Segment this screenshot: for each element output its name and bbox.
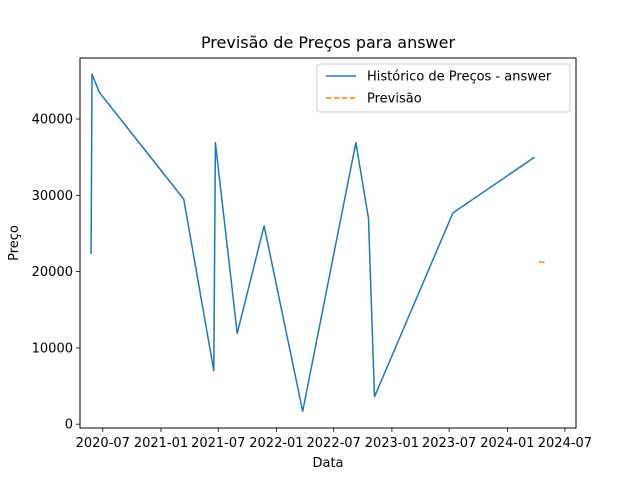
y-tick-label: 0 [65,418,73,433]
x-tick-label: 2023-01 [365,436,419,451]
plot-frame [79,57,577,429]
legend-label: Histórico de Preços - answer [367,70,552,85]
x-tick-label: 2022-01 [249,436,303,451]
x-tick-label: 2021-07 [191,436,245,451]
y-tick-label: 30000 [32,189,73,204]
x-tick-label: 2024-01 [480,436,534,451]
x-tick-label: 2020-07 [76,436,130,451]
series-line-previsao [538,260,546,264]
x-tick-label: 2023-07 [422,436,476,451]
y-axis-title: Preço [7,225,22,261]
y-tick-label: 40000 [32,113,73,128]
y-tick-label: 10000 [32,341,73,356]
x-tick-label: 2022-07 [307,436,361,451]
legend-label: Previsão [367,92,422,107]
legend-box [316,63,571,113]
plot-area [90,73,546,412]
x-tick-label: 2024-07 [538,436,592,451]
x-tick-label: 2021-01 [134,436,188,451]
series-line-historico [90,73,535,412]
x-axis-title: Data [312,456,343,471]
y-tick-label: 20000 [32,265,73,280]
legend: Histórico de Preços - answer Previsão [316,63,571,113]
y-axis: 0 10000 20000 30000 40000 [32,113,80,433]
x-axis: 2020-07 2021-01 2021-07 2022-01 2022-07 2023-… [76,428,592,451]
chart-title: Previsão de Preços para answer [201,33,456,52]
